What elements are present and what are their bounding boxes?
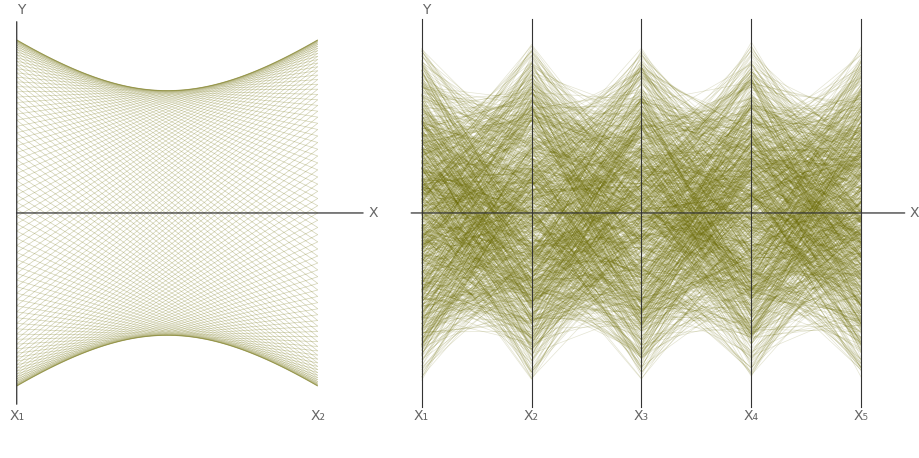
Text: X₁: X₁ xyxy=(9,409,24,423)
Text: X₅: X₅ xyxy=(853,409,868,423)
Text: X₃: X₃ xyxy=(633,409,648,423)
Text: X: X xyxy=(909,206,918,220)
Text: Y: Y xyxy=(421,3,429,17)
Text: X₂: X₂ xyxy=(310,409,325,423)
Text: X₄: X₄ xyxy=(743,409,758,423)
Text: X₂: X₂ xyxy=(524,409,539,423)
Text: X₁: X₁ xyxy=(414,409,428,423)
Text: X: X xyxy=(369,206,378,220)
Text: Y: Y xyxy=(17,3,25,17)
